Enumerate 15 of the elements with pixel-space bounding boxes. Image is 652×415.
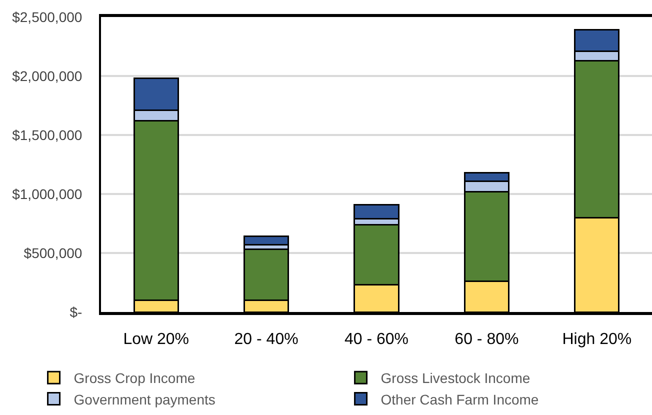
legend-label: Gross Crop Income (74, 370, 196, 386)
y-tick-label: $- (70, 304, 83, 320)
y-tick-label: $2,500,000 (12, 8, 82, 25)
y-tick-label: $500,000 (24, 244, 82, 261)
x-tick-label: High 20% (562, 330, 632, 348)
y-tick-label: $2,000,000 (12, 68, 82, 84)
x-tick-label: 20 - 40% (234, 330, 298, 348)
x-tick-label: 60 - 80% (454, 330, 519, 348)
legend-label: Government payments (74, 391, 216, 408)
y-tick-label: $1,500,000 (12, 126, 82, 143)
legend-label: Other Cash Farm Income (380, 391, 539, 408)
x-tick-label: Low 20% (123, 330, 190, 348)
x-tick-label: 40 - 60% (344, 330, 409, 348)
y-tick-label: $1,000,000 (12, 186, 82, 202)
legend-label: Gross Livestock Income (380, 370, 530, 386)
